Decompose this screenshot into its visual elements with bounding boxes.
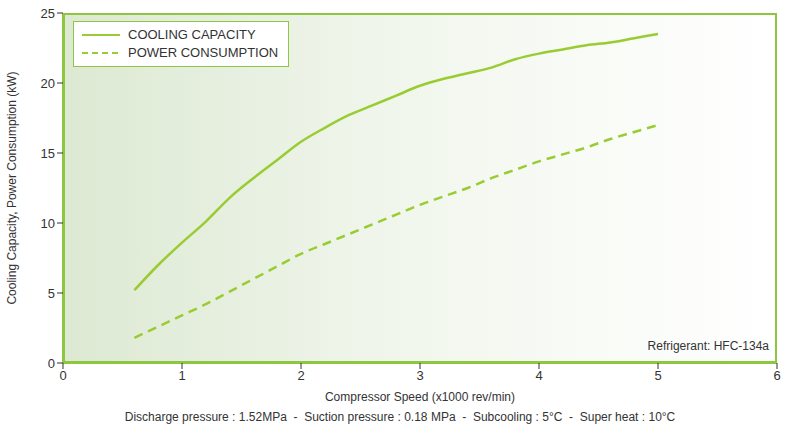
svg-text:10: 10: [41, 216, 55, 231]
svg-text:15: 15: [41, 146, 55, 161]
svg-text:5: 5: [654, 368, 661, 383]
svg-text:Compressor Speed (x1000 rev/mi: Compressor Speed (x1000 rev/min): [325, 390, 515, 404]
svg-text:0: 0: [59, 368, 66, 383]
svg-text:3: 3: [416, 368, 423, 383]
svg-text:6: 6: [773, 368, 780, 383]
svg-text:20: 20: [41, 76, 55, 91]
svg-text:4: 4: [535, 368, 542, 383]
svg-text:Cooling Capacity, Power Consum: Cooling Capacity, Power Consumption (kW): [8, 71, 19, 304]
svg-text:0: 0: [48, 356, 55, 371]
svg-text:25: 25: [41, 6, 55, 21]
html-text:Discharge pressure : 1.52MPa -: Discharge pressure : 1.52MPa - Suction p…: [124, 410, 676, 424]
html-text:COOLING CAPACITY: COOLING CAPACITY: [128, 27, 256, 42]
svg-text:2: 2: [297, 368, 304, 383]
html-text:Refrigerant: HFC-134a: Refrigerant: HFC-134a: [647, 339, 769, 353]
svg-text:5: 5: [48, 286, 55, 301]
svg-text:1: 1: [178, 368, 185, 383]
html-text:POWER CONSUMPTION: POWER CONSUMPTION: [128, 45, 279, 60]
